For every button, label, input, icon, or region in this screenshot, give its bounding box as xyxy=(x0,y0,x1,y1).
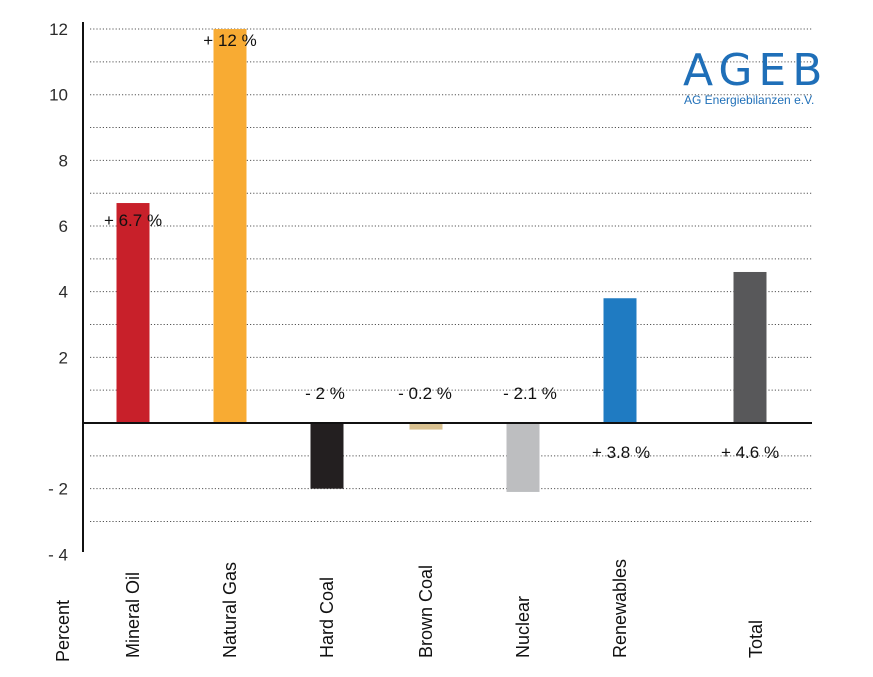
data-label: - 0.2 % xyxy=(398,384,452,403)
data-labels: + 6.7 % + 12 % - 2 % - 0.2 % - 2.1 % + 3.8 % +… xyxy=(104,31,779,462)
bar-brown-coal xyxy=(409,423,443,430)
category-label: Natural Gas xyxy=(220,562,240,658)
grid-lines xyxy=(90,28,812,522)
data-label: - 2 % xyxy=(305,384,345,403)
y-tick-label: - 4 xyxy=(48,545,68,564)
data-label: + 12 % xyxy=(203,31,256,50)
logo-wordmark: AGEB xyxy=(683,45,828,96)
category-label: Renewables xyxy=(610,559,630,658)
category-labels: Mineral Oil Natural Gas Hard Coal Brown Coa… xyxy=(123,559,766,658)
category-label: Nuclear xyxy=(513,596,533,658)
y-axis-unit-label: Percent xyxy=(53,600,73,662)
y-tick-label: 8 xyxy=(59,151,68,170)
category-label: Hard Coal xyxy=(317,577,337,658)
category-label: Total xyxy=(746,620,766,658)
logo-subtitle: AG Energiebilanzen e.V. xyxy=(684,93,814,107)
y-tick-label: 6 xyxy=(59,217,68,236)
y-tick-label: 12 xyxy=(49,20,68,39)
y-axis-tick-labels: - 4 - 2 2 4 6 8 10 12 xyxy=(48,20,68,564)
data-label: + 4.6 % xyxy=(721,443,779,462)
bar-hard-coal xyxy=(310,423,344,489)
bar-renewables xyxy=(603,298,637,423)
bar-mineral-oil xyxy=(116,203,150,423)
data-label: + 3.8 % xyxy=(592,443,650,462)
y-tick-label: - 2 xyxy=(48,480,68,499)
category-label: Brown Coal xyxy=(416,565,436,658)
bar-nuclear xyxy=(506,423,540,492)
y-tick-label: 2 xyxy=(59,348,68,367)
axes xyxy=(82,22,812,552)
category-label: Mineral Oil xyxy=(123,572,143,658)
bar-natural-gas xyxy=(213,29,247,423)
bars xyxy=(116,29,767,492)
data-label: + 6.7 % xyxy=(104,211,162,230)
y-tick-label: 4 xyxy=(59,283,68,302)
bar-total xyxy=(733,271,767,423)
y-tick-label: 10 xyxy=(49,86,68,105)
ageb-logo: AGEB AG Energiebilanzen e.V. xyxy=(683,45,828,107)
data-label: - 2.1 % xyxy=(503,384,557,403)
